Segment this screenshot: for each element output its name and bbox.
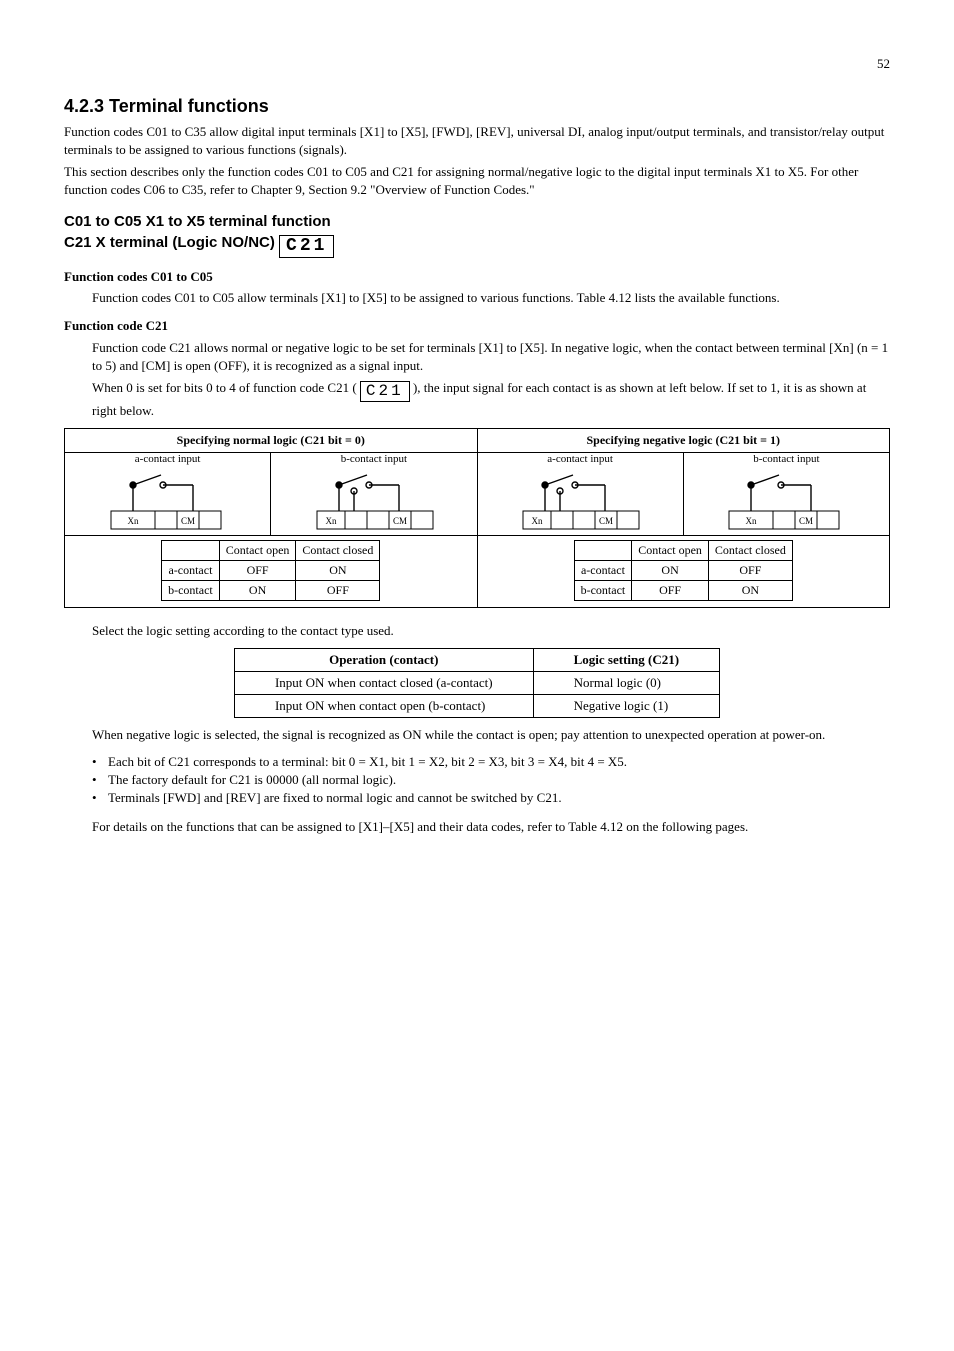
bullet-text: Each bit of C21 corresponds to a termina…: [108, 754, 890, 770]
lcd-icon: C21: [279, 235, 334, 258]
mini-td: b-contact: [574, 580, 632, 600]
mini-td: b-contact: [162, 580, 220, 600]
bullet-item: • The factory default for C21 is 00000 (…: [92, 772, 890, 788]
mini-td: ON: [219, 580, 296, 600]
mini-td: ON: [632, 560, 709, 580]
bullet-icon: •: [92, 754, 108, 770]
logic-panel: Specifying normal logic (C21 bit = 0) Sp…: [64, 428, 890, 608]
svg-text:Xn: Xn: [746, 516, 757, 526]
mini-th: Contact open: [219, 540, 296, 560]
simple-th: Logic setting (C21): [533, 648, 719, 671]
svg-text:CM: CM: [181, 516, 195, 526]
note-p1: Select the logic setting according to th…: [92, 622, 890, 640]
bullet-icon: •: [92, 790, 108, 806]
mini-table-left: Contact open Contact closed a-contact OF…: [161, 540, 380, 601]
mini-th: Contact open: [632, 540, 709, 560]
svg-text:Xn: Xn: [532, 516, 543, 526]
bullet-item: • Terminals [FWD] and [REV] are fixed to…: [92, 790, 890, 806]
lcd-icon-small: C21: [360, 381, 410, 402]
diag-cell: a-contact input: [65, 452, 271, 535]
svg-text:CM: CM: [799, 516, 813, 526]
intro-a: Function codes C01 to C35 allow digital …: [64, 123, 890, 159]
simple-td: Input ON when contact closed (a-contact): [234, 671, 533, 694]
note-p2: When negative logic is selected, the sig…: [92, 726, 890, 744]
fc-c01c05-label: Function codes C01 to C05: [64, 268, 890, 286]
diag-cell: a-contact input: [477, 452, 683, 535]
diag-label-b2: b-contact input: [684, 453, 889, 465]
intro-b: This section describes only the function…: [64, 163, 890, 199]
simple-td: Negative logic (1): [533, 694, 719, 717]
diag-label-a2: a-contact input: [478, 453, 683, 465]
mini-td: OFF: [296, 580, 380, 600]
page-number: 52: [64, 56, 890, 72]
mini-table-right-cell: Contact open Contact closed a-contact ON…: [477, 535, 890, 607]
contact-diagram: Xn CM: [271, 467, 476, 535]
mini-td: a-contact: [162, 560, 220, 580]
mini-th: Contact closed: [708, 540, 792, 560]
diag-label-b: b-contact input: [271, 453, 476, 465]
bullet-item: • Each bit of C21 corresponds to a termi…: [92, 754, 890, 770]
simple-th: Operation (contact): [234, 648, 533, 671]
fc-c21-body-b: When 0 is set for bits 0 to 4 of functio…: [92, 380, 357, 395]
mini-table-left-cell: Contact open Contact closed a-contact OF…: [65, 535, 478, 607]
contact-diagram: Xn CM: [684, 467, 889, 535]
bullet-text: Terminals [FWD] and [REV] are fixed to n…: [108, 790, 890, 806]
mini-th: [574, 540, 632, 560]
mini-th: Contact closed: [296, 540, 380, 560]
panel-right-title: Specifying negative logic (C21 bit = 1): [477, 428, 890, 452]
diag-cell: b-contact input: [271, 452, 477, 535]
sub-title-1: C01 to C05 X1 to X5 terminal function: [64, 213, 890, 230]
mini-table-right: Contact open Contact closed a-contact ON…: [574, 540, 793, 601]
panel-left-title: Specifying normal logic (C21 bit = 0): [65, 428, 478, 452]
svg-text:CM: CM: [393, 516, 407, 526]
svg-text:CM: CM: [599, 516, 613, 526]
diag-label-a: a-contact input: [65, 453, 270, 465]
svg-text:Xn: Xn: [127, 516, 138, 526]
sub-title-2: C21 X terminal (Logic NO/NC) C21: [64, 234, 890, 258]
bullet-text: The factory default for C21 is 00000 (al…: [108, 772, 890, 788]
sub-code-label: C21 X terminal (Logic NO/NC): [64, 234, 275, 251]
mini-td: OFF: [219, 560, 296, 580]
mini-td: OFF: [632, 580, 709, 600]
contact-diagram: Xn CM: [65, 467, 270, 535]
mini-td: ON: [708, 580, 792, 600]
fc-c21-body-a: Function code C21 allows normal or negat…: [92, 339, 890, 375]
mini-td: OFF: [708, 560, 792, 580]
contact-diagram: Xn CM: [478, 467, 683, 535]
mini-td: a-contact: [574, 560, 632, 580]
simple-td: Normal logic (0): [533, 671, 719, 694]
mini-td: ON: [296, 560, 380, 580]
simple-td: Input ON when contact open (b-contact): [234, 694, 533, 717]
mini-th: [162, 540, 220, 560]
fc-c21-body-b-wrap: When 0 is set for bits 0 to 4 of functio…: [92, 379, 890, 420]
heading-main: 4.2.3 Terminal functions: [64, 96, 890, 117]
diag-cell: b-contact input: [683, 452, 889, 535]
simple-table: Operation (contact) Logic setting (C21) …: [234, 648, 720, 718]
bullet-icon: •: [92, 772, 108, 788]
fc-c01c05-body: Function codes C01 to C05 allow terminal…: [92, 289, 890, 307]
tail: For details on the functions that can be…: [92, 818, 890, 836]
fc-c21-label: Function code C21: [64, 317, 890, 335]
svg-text:Xn: Xn: [325, 516, 336, 526]
